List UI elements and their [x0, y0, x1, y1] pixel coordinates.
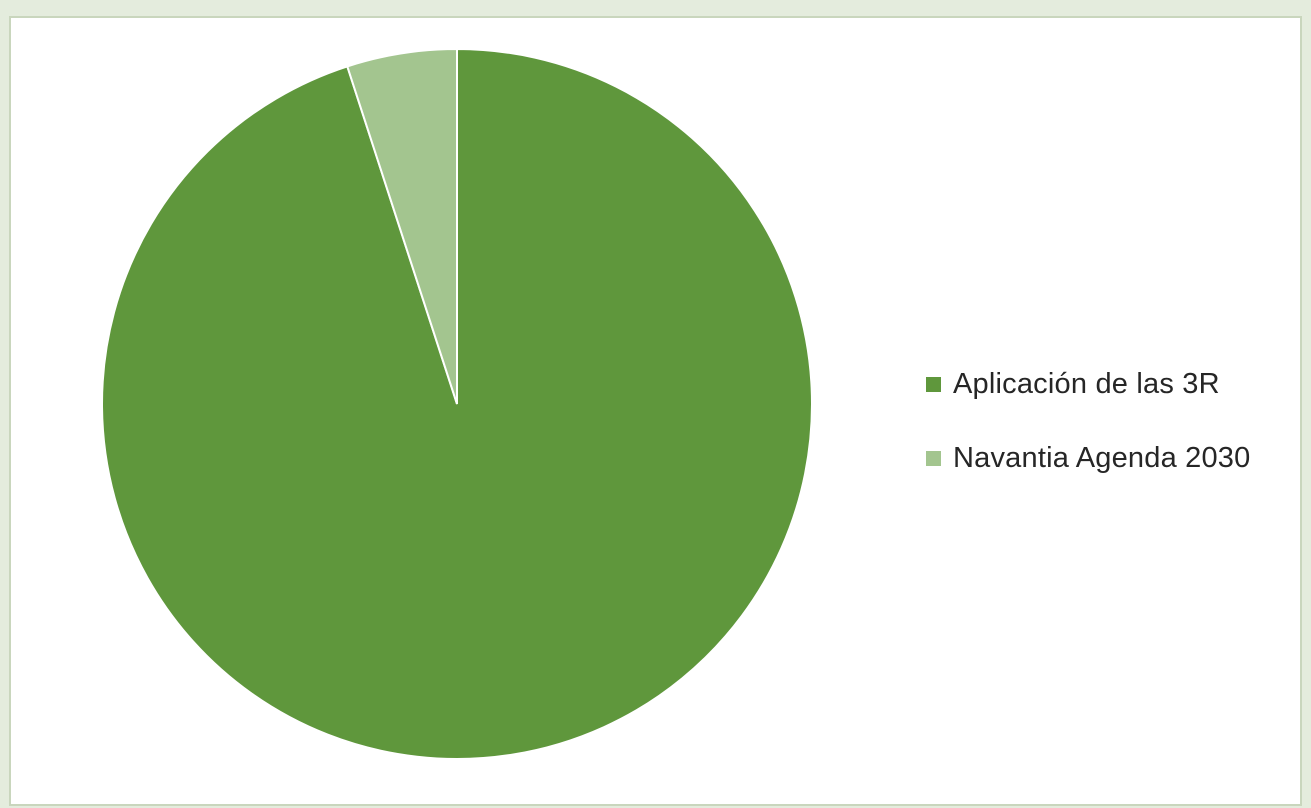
pie-chart [101, 47, 813, 760]
legend-label-navantia-agenda-2030: Navantia Agenda 2030 [953, 441, 1251, 474]
legend-swatch-aplicacion-3r [926, 376, 941, 392]
legend: Aplicación de las 3R Navantia Agenda 203… [926, 364, 1250, 514]
legend-label-aplicacion-3r: Aplicación de las 3R [953, 367, 1220, 400]
pie-slice-navantia-agenda-2030 [346, 47, 458, 405]
legend-item-navantia-agenda-2030: Navantia Agenda 2030 [926, 438, 1250, 478]
chart-area: Aplicación de las 3R Navantia Agenda 203… [9, 16, 1302, 806]
legend-swatch-navantia-agenda-2030 [926, 450, 941, 466]
legend-item-aplicacion-3r: Aplicación de las 3R [926, 364, 1250, 404]
